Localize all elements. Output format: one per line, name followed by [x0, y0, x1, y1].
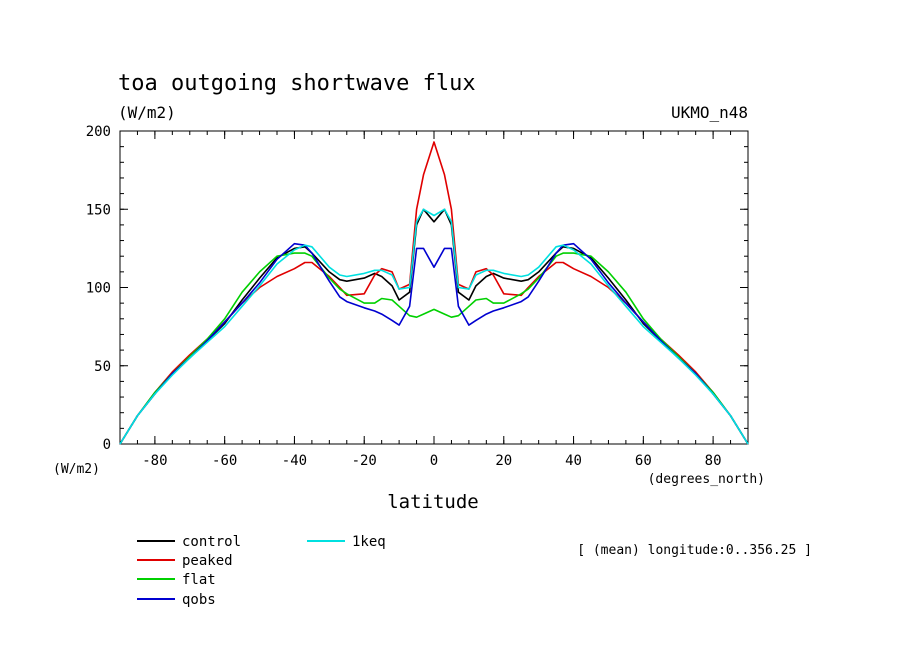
series-line-flat	[119, 252, 749, 445]
y-tick-label: 200	[86, 124, 111, 140]
series-line-qobs	[119, 242, 749, 445]
x-tick-label: -40	[282, 453, 307, 469]
mean-note: [ (mean) longitude:0..356.25 ]	[577, 543, 812, 558]
series-line-control	[119, 208, 749, 445]
legend-label-flat: flat	[182, 572, 216, 588]
y-tick-label: 100	[86, 281, 111, 297]
legend-label-control: control	[182, 534, 241, 550]
y-tick-label: 50	[94, 359, 111, 375]
x-unit-label: (degrees_north)	[648, 472, 765, 487]
x-tick-label: 60	[635, 453, 652, 469]
y-tick-label: 0	[103, 437, 111, 453]
legend-label-qobs: qobs	[182, 592, 216, 608]
series-line-peaked	[119, 141, 749, 445]
y-tick-label: 150	[86, 202, 111, 218]
y-unit-label: (W/m2)	[53, 462, 100, 477]
plot-frame	[119, 130, 749, 445]
x-tick-labels: -80 -60 -40 -20 0 20 40 60 80	[142, 453, 721, 469]
x-tick-label: 20	[495, 453, 512, 469]
x-tick-label: 40	[565, 453, 582, 469]
units-label: (W/m2)	[118, 103, 176, 122]
x-tick-label: -60	[212, 453, 237, 469]
x-tick-label: 0	[430, 453, 438, 469]
series-line-1keq	[119, 208, 749, 445]
x-tick-label: 80	[705, 453, 722, 469]
x-tick-label: -20	[352, 453, 377, 469]
minor-ticks	[119, 130, 749, 445]
series-lines	[119, 141, 749, 445]
legend-label-peaked: peaked	[182, 553, 233, 569]
major-ticks	[120, 130, 748, 445]
legend-label-1keq: 1keq	[352, 534, 386, 550]
x-tick-label: -80	[142, 453, 167, 469]
chart-title: toa outgoing shortwave flux	[118, 71, 476, 96]
model-label: UKMO_n48	[671, 103, 748, 122]
x-axis-title: latitude	[387, 491, 479, 513]
legend: control peaked flat qobs 1keq	[137, 534, 386, 608]
y-tick-labels: 0 50 100 150 200	[86, 124, 111, 453]
